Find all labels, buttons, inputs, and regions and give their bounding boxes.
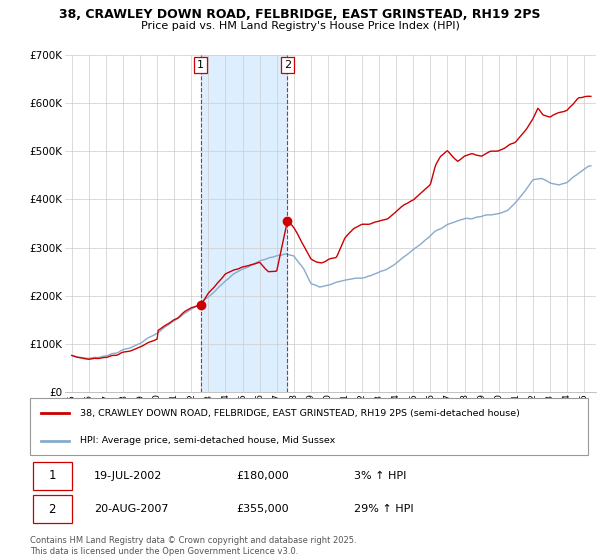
FancyBboxPatch shape [30,398,588,455]
Text: 2: 2 [49,502,56,516]
Text: £355,000: £355,000 [236,504,289,514]
Text: 38, CRAWLEY DOWN ROAD, FELBRIDGE, EAST GRINSTEAD, RH19 2PS (semi-detached house): 38, CRAWLEY DOWN ROAD, FELBRIDGE, EAST G… [80,409,520,418]
Text: 2: 2 [284,60,291,70]
Text: HPI: Average price, semi-detached house, Mid Sussex: HPI: Average price, semi-detached house,… [80,436,335,445]
Bar [200,55,287,392]
Text: 3% ↑ HPI: 3% ↑ HPI [353,471,406,481]
Text: 38, CRAWLEY DOWN ROAD, FELBRIDGE, EAST GRINSTEAD, RH19 2PS: 38, CRAWLEY DOWN ROAD, FELBRIDGE, EAST G… [59,8,541,21]
Text: 29% ↑ HPI: 29% ↑ HPI [353,504,413,514]
Text: Price paid vs. HM Land Registry's House Price Index (HPI): Price paid vs. HM Land Registry's House … [140,21,460,31]
FancyBboxPatch shape [33,462,72,490]
Text: Contains HM Land Registry data © Crown copyright and database right 2025.
This d: Contains HM Land Registry data © Crown c… [30,536,356,556]
Text: 19-JUL-2002: 19-JUL-2002 [94,471,163,481]
Text: 20-AUG-2007: 20-AUG-2007 [94,504,169,514]
Text: £180,000: £180,000 [236,471,289,481]
Text: 1: 1 [49,469,56,482]
FancyBboxPatch shape [33,495,72,523]
Text: 1: 1 [197,60,204,70]
